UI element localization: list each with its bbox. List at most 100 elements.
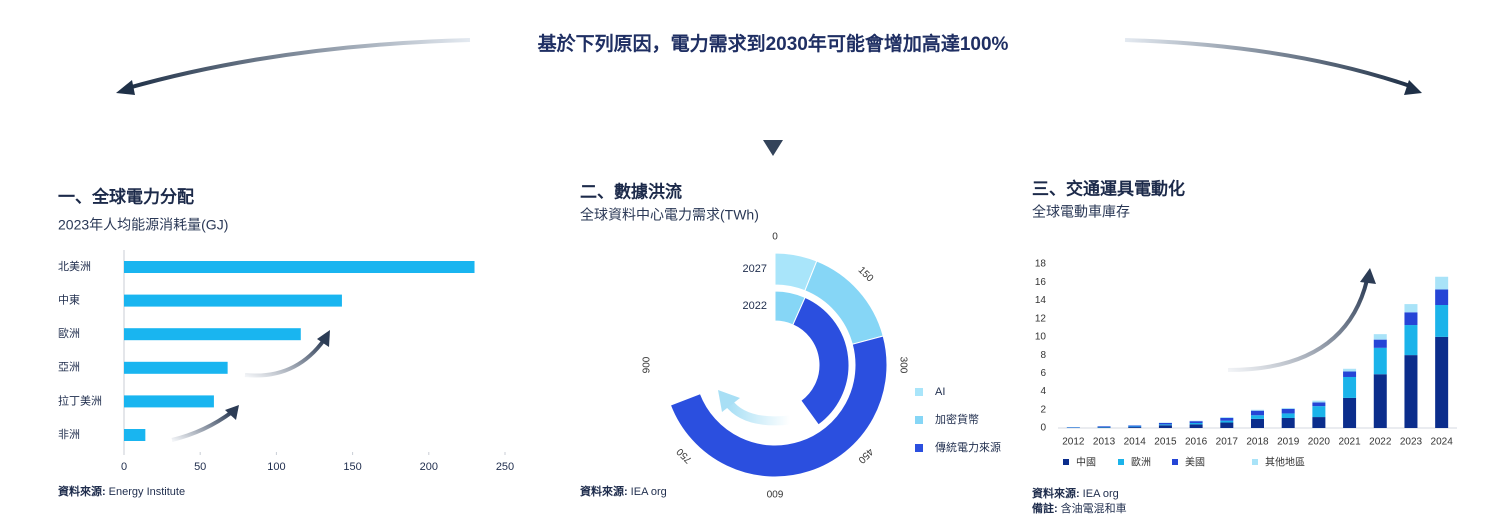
x-tick-label: 2012 bbox=[1062, 437, 1085, 448]
category-label: 非洲 bbox=[58, 428, 80, 441]
legend-label: 中國 bbox=[1076, 456, 1096, 469]
chart-title: 二、數據洪流 bbox=[580, 181, 682, 201]
bar-segment bbox=[1343, 371, 1357, 377]
bar-segment bbox=[1312, 400, 1326, 403]
headline: 基於下列原因，電力需求到2030年可能會增加高達100% bbox=[537, 32, 1009, 55]
bar-segment bbox=[1343, 397, 1357, 428]
category-label: 中東 bbox=[58, 294, 80, 307]
bar-segment bbox=[1251, 415, 1264, 419]
source-label: 資料來源: bbox=[1032, 486, 1080, 500]
legend-swatch bbox=[1172, 459, 1178, 465]
ring-label: 2027 bbox=[743, 263, 767, 275]
bar-segment bbox=[1220, 420, 1234, 423]
y-tick-label: 2 bbox=[1040, 404, 1046, 415]
bar-segment bbox=[1435, 276, 1449, 290]
y-tick-label: 18 bbox=[1035, 259, 1047, 270]
ring-label: 2022 bbox=[743, 300, 767, 312]
legend-label: 歐洲 bbox=[1131, 456, 1151, 469]
source-text: Energy Institute bbox=[109, 486, 185, 498]
bar-segment bbox=[1373, 374, 1387, 428]
category-label: 拉丁美洲 bbox=[58, 393, 102, 407]
bar-segment bbox=[1281, 413, 1295, 418]
x-tick-label: 0 bbox=[121, 461, 127, 473]
legend-swatch bbox=[915, 388, 923, 396]
bar-segment bbox=[1404, 325, 1418, 356]
note-text: 含油電混和車 bbox=[1061, 501, 1127, 515]
bar bbox=[124, 429, 146, 441]
bar-segment bbox=[1220, 417, 1234, 418]
source: 資料來源: Energy Institute bbox=[58, 484, 185, 498]
x-tick-label: 2015 bbox=[1154, 437, 1177, 448]
legend-label: 加密貨幣 bbox=[935, 412, 979, 426]
y-tick-label: 12 bbox=[1035, 313, 1047, 324]
y-tick-label: 4 bbox=[1040, 386, 1046, 397]
x-tick-label: 100 bbox=[267, 461, 285, 473]
y-tick-label: 0 bbox=[1040, 423, 1046, 434]
source: 資料來源: IEA org bbox=[580, 484, 667, 498]
note: 備註: 含油電混和車 bbox=[1032, 501, 1127, 515]
x-tick-label: 2013 bbox=[1093, 437, 1116, 448]
x-tick-label: 2018 bbox=[1246, 437, 1269, 448]
legend-swatch bbox=[1118, 459, 1124, 465]
bar bbox=[124, 328, 301, 341]
bar-segment bbox=[1128, 426, 1142, 428]
x-tick-label: 2020 bbox=[1308, 437, 1331, 448]
angle-tick-label: 300 bbox=[897, 357, 908, 374]
category-label: 亞洲 bbox=[58, 362, 80, 374]
y-tick-label: 14 bbox=[1035, 295, 1047, 306]
bar-segment bbox=[1343, 376, 1357, 398]
x-tick-label: 2023 bbox=[1400, 437, 1423, 448]
category-label: 歐洲 bbox=[58, 326, 80, 340]
y-tick-label: 10 bbox=[1035, 332, 1047, 343]
bar-segment bbox=[1312, 417, 1326, 428]
source-label: 資料來源: bbox=[580, 484, 628, 498]
angle-tick-label: 450 bbox=[855, 446, 875, 466]
x-tick-label: 2019 bbox=[1277, 437, 1300, 448]
angle-tick-label: 150 bbox=[856, 265, 876, 285]
bar-segment bbox=[1373, 347, 1387, 375]
angle-tick-label: 750 bbox=[674, 445, 694, 465]
chart-title: 三、交通運具電動化 bbox=[1032, 178, 1185, 198]
chart-title: 一、全球電力分配 bbox=[58, 186, 194, 206]
bar-segment bbox=[1189, 424, 1203, 428]
bar-segment bbox=[1158, 424, 1172, 426]
bar-segment bbox=[1404, 304, 1418, 313]
bar-segment bbox=[1281, 417, 1295, 428]
bar-segment bbox=[1373, 339, 1387, 348]
bar-segment bbox=[1435, 289, 1449, 305]
x-tick-label: 250 bbox=[496, 461, 514, 473]
bar-segment bbox=[1373, 334, 1387, 340]
x-tick-label: 2016 bbox=[1185, 437, 1208, 448]
arc-segment bbox=[669, 335, 888, 478]
legend-label: 其他地區 bbox=[1265, 456, 1305, 469]
bar-segment bbox=[1435, 305, 1449, 337]
x-tick-label: 200 bbox=[420, 461, 438, 473]
legend-swatch bbox=[915, 416, 923, 424]
bar-segment bbox=[1251, 409, 1264, 411]
bar-segment bbox=[1404, 355, 1418, 428]
x-tick-label: 2022 bbox=[1369, 437, 1392, 448]
arc-segment bbox=[792, 296, 850, 426]
angle-tick-label: 900 bbox=[642, 356, 653, 373]
source-text: IEA org bbox=[1083, 488, 1119, 500]
bar-segment bbox=[1312, 406, 1326, 418]
bar-segment bbox=[1220, 422, 1234, 428]
bar-segment bbox=[1251, 410, 1264, 416]
bar-segment bbox=[1404, 312, 1418, 326]
bar-segment bbox=[1312, 402, 1326, 407]
bar-segment bbox=[1343, 368, 1357, 372]
bar-segment bbox=[1158, 425, 1172, 428]
x-tick-label: 50 bbox=[194, 461, 206, 473]
bar bbox=[124, 361, 228, 374]
bar-segment bbox=[1251, 418, 1264, 428]
bar-segment bbox=[1281, 408, 1295, 414]
bar-segment bbox=[1189, 421, 1203, 423]
bar-segment bbox=[1128, 425, 1142, 427]
x-tick-label: 150 bbox=[343, 461, 361, 473]
angle-tick-label: 0 bbox=[772, 232, 778, 243]
chart-subtitle: 全球資料中心電力需求(TWh) bbox=[580, 207, 759, 223]
bar-segment bbox=[1220, 417, 1234, 421]
x-tick-label: 2017 bbox=[1216, 437, 1239, 448]
x-tick-label: 2014 bbox=[1124, 437, 1147, 448]
